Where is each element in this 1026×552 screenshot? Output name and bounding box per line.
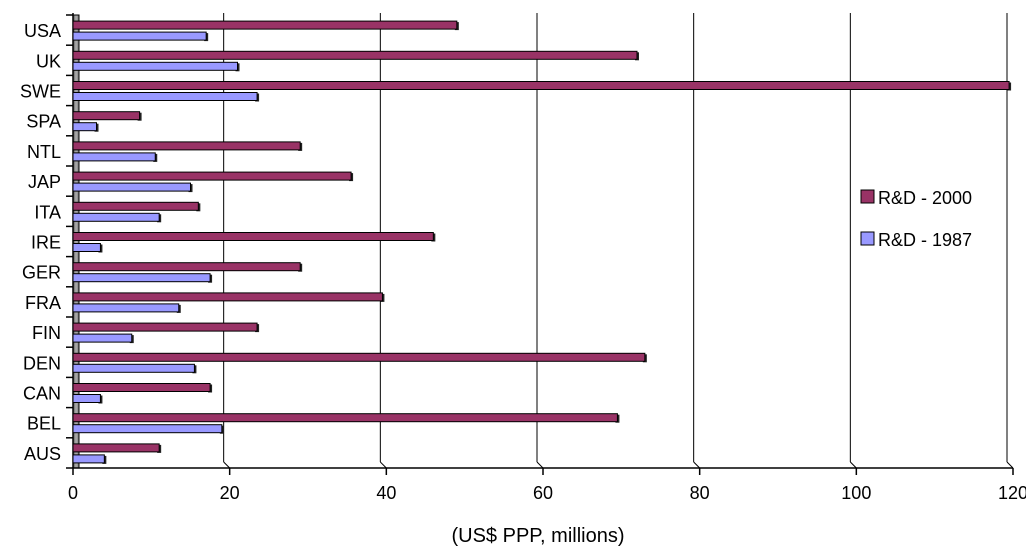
bar-randd-1987-ita — [72, 212, 160, 222]
x-tick-label-20: 20 — [220, 483, 240, 503]
y-tick-label-jap: JAP — [28, 172, 61, 192]
y-tick-label-swe: SWE — [20, 82, 61, 102]
x-tick-label-120: 120 — [998, 483, 1026, 503]
bar-randd-2000-jap — [72, 171, 352, 181]
bar-randd-1987-bel — [72, 424, 223, 434]
gridline-foot-40 — [379, 461, 387, 469]
bar-randd-1987-fra — [72, 303, 180, 313]
bar-randd-2000-den — [72, 352, 646, 362]
y-tick-label-fin: FIN — [32, 323, 61, 343]
y-tick-label-can: CAN — [23, 384, 61, 404]
bar-randd-2000-fra — [72, 292, 383, 302]
y-tick-label-spa: SPA — [26, 112, 61, 132]
y-tick-label-ire: IRE — [31, 233, 61, 253]
gridline-foot-120 — [1006, 461, 1014, 469]
bar-randd-2000-aus — [72, 443, 160, 453]
legend-swatch-randd-1987 — [860, 231, 875, 246]
y-tick-label-aus: AUS — [24, 444, 61, 464]
bar-randd-2000-fin — [72, 322, 258, 332]
x-tick-label-80: 80 — [690, 483, 710, 503]
bar-randd-1987-den — [72, 363, 195, 373]
x-tick-label-60: 60 — [533, 483, 553, 503]
y-tick-label-ntl: NTL — [27, 142, 61, 162]
y-tick-label-uk: UK — [36, 51, 61, 71]
bar-randd-2000-spa — [72, 111, 141, 121]
bar-randd-1987-usa — [72, 31, 207, 41]
bar-randd-1987-uk — [72, 61, 238, 71]
bar-randd-2000-ger — [72, 262, 301, 272]
bar-randd-2000-ntl — [72, 141, 301, 151]
bar-randd-1987-fin — [72, 333, 133, 343]
bar-randd-2000-ire — [72, 232, 434, 241]
bar-randd-2000-ita — [72, 201, 199, 211]
bar-randd-1987-spa — [72, 122, 97, 132]
x-tick-label-0: 0 — [68, 483, 78, 503]
y-tick-label-fra: FRA — [25, 293, 61, 313]
legend-label-randd-2000: R&D - 2000 — [878, 188, 972, 208]
bar-randd-1987-ger — [72, 273, 211, 283]
x-tick-label-40: 40 — [376, 483, 396, 503]
bar-randd-1987-swe — [72, 92, 258, 101]
legend-swatch-randd-2000 — [860, 189, 875, 204]
x-tick-label-100: 100 — [841, 483, 871, 503]
y-tick-label-ger: GER — [22, 263, 61, 283]
y-tick-label-usa: USA — [24, 21, 61, 41]
bar-randd-2000-bel — [72, 413, 618, 423]
bar-randd-2000-usa — [72, 20, 458, 30]
bar-randd-1987-ntl — [72, 152, 156, 162]
bar-randd-2000-swe — [72, 81, 1010, 90]
gridline-foot-100 — [849, 461, 857, 469]
gridline-foot-60 — [536, 461, 544, 469]
gridline-foot-80 — [693, 461, 701, 469]
bar-randd-1987-ire — [72, 243, 101, 252]
bar-randd-1987-jap — [72, 182, 191, 192]
bar-randd-2000-can — [72, 383, 211, 392]
bar-randd-1987-aus — [72, 454, 105, 464]
bar-randd-1987-can — [72, 394, 101, 403]
legend-label-randd-1987: R&D - 1987 — [878, 230, 972, 250]
bar-randd-2000-uk — [72, 50, 638, 60]
y-tick-label-ita: ITA — [34, 202, 61, 222]
x-axis-title: (US$ PPP, millions) — [451, 525, 624, 547]
y-tick-label-bel: BEL — [27, 414, 61, 434]
gridline-foot-20 — [223, 461, 231, 469]
y-tick-label-den: DEN — [23, 353, 61, 373]
